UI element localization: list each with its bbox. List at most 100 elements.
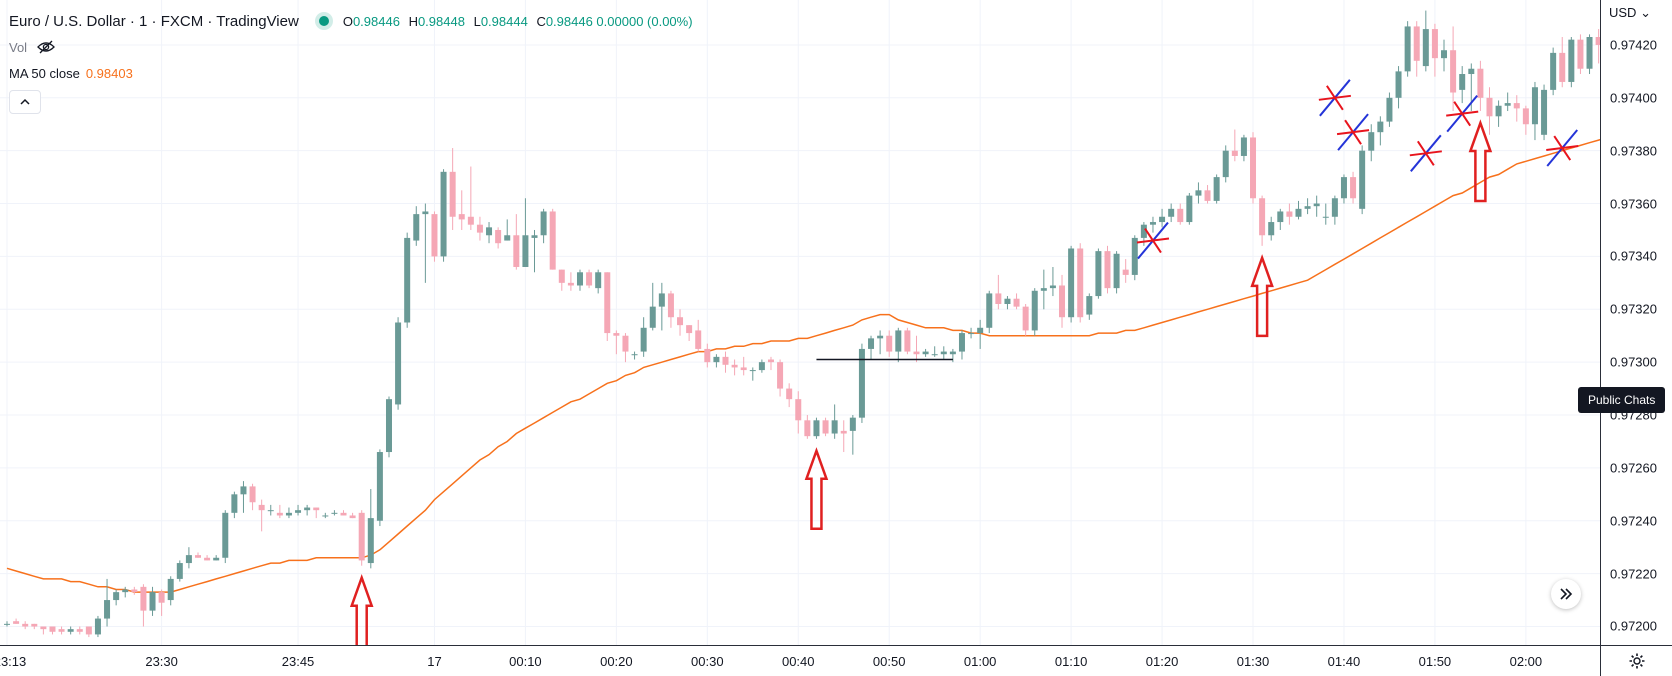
candle-body xyxy=(1004,298,1011,304)
collapse-legend-button[interactable] xyxy=(9,90,41,114)
eye-off-icon[interactable] xyxy=(37,40,55,54)
candle xyxy=(758,359,765,373)
candle xyxy=(22,621,29,630)
candle-body xyxy=(1086,296,1093,315)
candle xyxy=(67,626,74,635)
candle-body xyxy=(85,626,92,635)
chart-pane[interactable] xyxy=(0,0,1600,645)
candle xyxy=(749,367,756,381)
candle-body xyxy=(376,452,383,521)
candle-body xyxy=(722,356,729,365)
candle-body xyxy=(1450,50,1457,93)
candle xyxy=(413,206,420,246)
candle-body xyxy=(467,216,474,225)
candle-body xyxy=(431,214,438,257)
candle-body xyxy=(1404,26,1411,72)
candle-body xyxy=(658,293,665,307)
candle xyxy=(1404,21,1411,77)
candle xyxy=(58,626,65,635)
candle xyxy=(1104,245,1111,294)
volume-indicator-row[interactable]: Vol xyxy=(9,34,698,60)
candle-body xyxy=(213,557,220,561)
candle xyxy=(531,229,538,273)
candle xyxy=(1395,66,1402,109)
candle-body xyxy=(686,325,693,334)
candle-body xyxy=(476,224,483,233)
candle xyxy=(1586,34,1593,75)
public-chats-button[interactable]: Public Chats xyxy=(1578,387,1666,413)
scroll-to-realtime-button[interactable] xyxy=(1551,579,1581,609)
candle xyxy=(1222,145,1229,183)
candle-body xyxy=(1213,177,1220,201)
time-label: 01:10 xyxy=(1054,654,1088,669)
candle xyxy=(295,504,302,516)
symbol-title[interactable]: Euro / U.S. Dollar · 1 · FXCM · TradingV… xyxy=(9,12,299,30)
candle-body xyxy=(1577,39,1584,69)
candle-body xyxy=(1049,285,1056,289)
candle-body xyxy=(222,512,229,558)
candle xyxy=(604,272,611,342)
candle xyxy=(586,269,593,289)
candle-body xyxy=(822,420,829,434)
candle xyxy=(440,169,447,262)
candle xyxy=(358,510,365,566)
volume-label: Vol xyxy=(9,39,28,55)
time-label: 01:30 xyxy=(1236,654,1270,669)
candle xyxy=(767,356,774,371)
time-axis[interactable]: 23:13 23:30 23:45 17 00:10 00:20 00:30 00:40 00:… xyxy=(0,645,1600,676)
candle xyxy=(677,309,684,336)
chart-legend: Euro / U.S. Dollar · 1 · FXCM · TradingV… xyxy=(9,8,698,114)
candle-body xyxy=(240,486,247,495)
candle-body xyxy=(949,351,956,355)
candle xyxy=(1259,195,1266,246)
close-label: C xyxy=(536,13,546,29)
candle-body xyxy=(167,578,174,601)
candle xyxy=(1250,132,1257,204)
candle-body xyxy=(1313,203,1320,207)
candle xyxy=(4,621,10,627)
candle-body xyxy=(1304,206,1311,209)
candle-body xyxy=(595,272,602,289)
candle-body xyxy=(931,354,938,356)
candle-body xyxy=(631,354,638,356)
candle xyxy=(385,396,392,458)
candle-body xyxy=(367,518,374,564)
candle-body xyxy=(1541,89,1548,135)
candle-body xyxy=(622,335,629,352)
ma-indicator-row[interactable]: MA 50 close 0.98403 xyxy=(9,60,698,86)
candle xyxy=(522,198,529,267)
candle-body xyxy=(1040,288,1047,291)
candle-body xyxy=(422,211,429,215)
candle-body xyxy=(267,510,274,512)
price-axis[interactable]: USD ⌄ 0.97420 0.97400 0.97380 0.97360 0.9734… xyxy=(1600,0,1672,645)
chart-settings-button[interactable] xyxy=(1600,645,1672,676)
drawings-layer xyxy=(349,79,1579,645)
candle-body xyxy=(877,335,884,339)
ma-50-line xyxy=(6,138,1600,593)
candle-body xyxy=(1350,177,1357,199)
candle xyxy=(1450,26,1457,112)
candle xyxy=(958,330,965,360)
candle xyxy=(322,512,329,519)
candle xyxy=(213,555,220,561)
candle-body xyxy=(94,618,101,635)
candle-body xyxy=(149,592,156,611)
currency-selector[interactable]: USD ⌄ xyxy=(1609,5,1651,21)
candle xyxy=(740,356,747,376)
candle xyxy=(558,269,565,291)
candle xyxy=(349,512,356,519)
candle-body xyxy=(331,512,338,514)
candle xyxy=(595,269,602,294)
candle xyxy=(422,203,429,283)
candle xyxy=(76,626,83,635)
candle xyxy=(1386,92,1393,127)
candle-body xyxy=(413,214,420,241)
time-label: 00:30 xyxy=(691,654,724,669)
candle xyxy=(513,214,520,270)
candle xyxy=(786,383,793,408)
candle xyxy=(404,232,411,328)
candle-body xyxy=(1013,298,1020,307)
candle xyxy=(167,576,174,606)
candle xyxy=(313,507,320,519)
candle xyxy=(1077,243,1084,323)
